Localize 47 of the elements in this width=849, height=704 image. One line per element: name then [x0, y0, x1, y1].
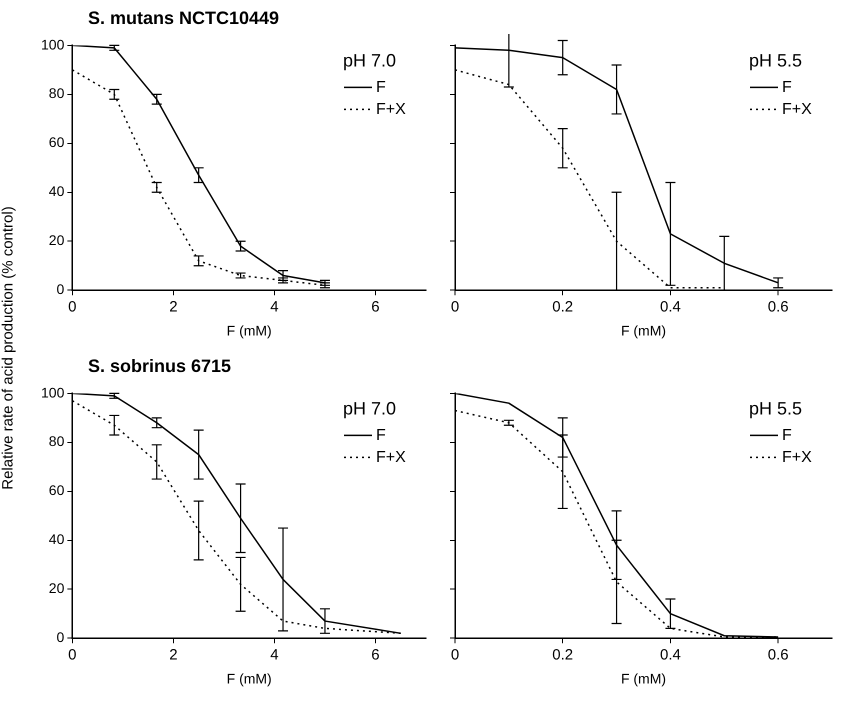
x-tick-label: 6: [371, 298, 380, 316]
x-tick-label: 0.2: [552, 646, 574, 664]
x-tick-label: 4: [270, 646, 279, 664]
x-tick-label: 0: [68, 646, 77, 664]
x-axis-title: F (mM): [226, 670, 272, 686]
legend-label: F+X: [782, 448, 812, 466]
annotation: pH 7.0: [342, 50, 396, 70]
chart-title: S. sobrinus 6715: [87, 356, 232, 378]
annotation: pH 7.0: [342, 398, 396, 418]
annotation: pH 5.5: [748, 398, 802, 418]
legend-label: F+X: [376, 100, 406, 118]
x-tick-label: 2: [169, 646, 178, 664]
y-tick-label: 60: [48, 134, 65, 150]
x-tick-label: 0: [450, 646, 460, 664]
legend-label: F: [376, 78, 386, 96]
y-tick-label: 40: [48, 531, 65, 548]
y-tick-label: 60: [48, 482, 65, 498]
x-tick-label: 0.4: [660, 646, 681, 664]
legend-label: F: [376, 426, 386, 444]
chart-title: S. mutans NCTC10449: [87, 8, 280, 30]
x-axis-title: F (mM): [620, 670, 666, 686]
legend-label: F+X: [782, 100, 812, 118]
y-tick-label: 0: [56, 281, 65, 298]
y-tick-label: 20: [48, 580, 65, 596]
y-tick-label: 80: [48, 85, 65, 102]
x-tick-label: 0.6: [768, 298, 789, 316]
y-tick-label: 20: [48, 232, 65, 248]
y-axis-title: Relative rate of acid production (% control): [0, 206, 16, 490]
y-tick-label: 100: [41, 384, 65, 400]
x-axis-title: F (mM): [226, 322, 272, 338]
x-tick-label: 4: [270, 298, 279, 316]
x-tick-label: 0.2: [552, 298, 574, 316]
y-tick-label: 100: [41, 36, 65, 52]
y-tick-label: 40: [48, 183, 65, 200]
x-axis-title: F (mM): [620, 322, 666, 338]
y-tick-label: 0: [56, 629, 65, 646]
x-tick-label: 6: [371, 646, 380, 664]
x-tick-label: 2: [169, 298, 178, 316]
x-tick-label: 0: [68, 298, 77, 316]
annotation: pH 5.5: [748, 50, 802, 70]
x-tick-label: 0.4: [660, 298, 681, 316]
legend-label: F: [782, 426, 792, 444]
x-tick-label: 0.6: [768, 646, 789, 664]
y-tick-label: 80: [48, 433, 65, 450]
x-tick-label: 0: [450, 298, 460, 316]
legend-label: F+X: [376, 448, 406, 466]
legend-label: F: [782, 78, 792, 96]
